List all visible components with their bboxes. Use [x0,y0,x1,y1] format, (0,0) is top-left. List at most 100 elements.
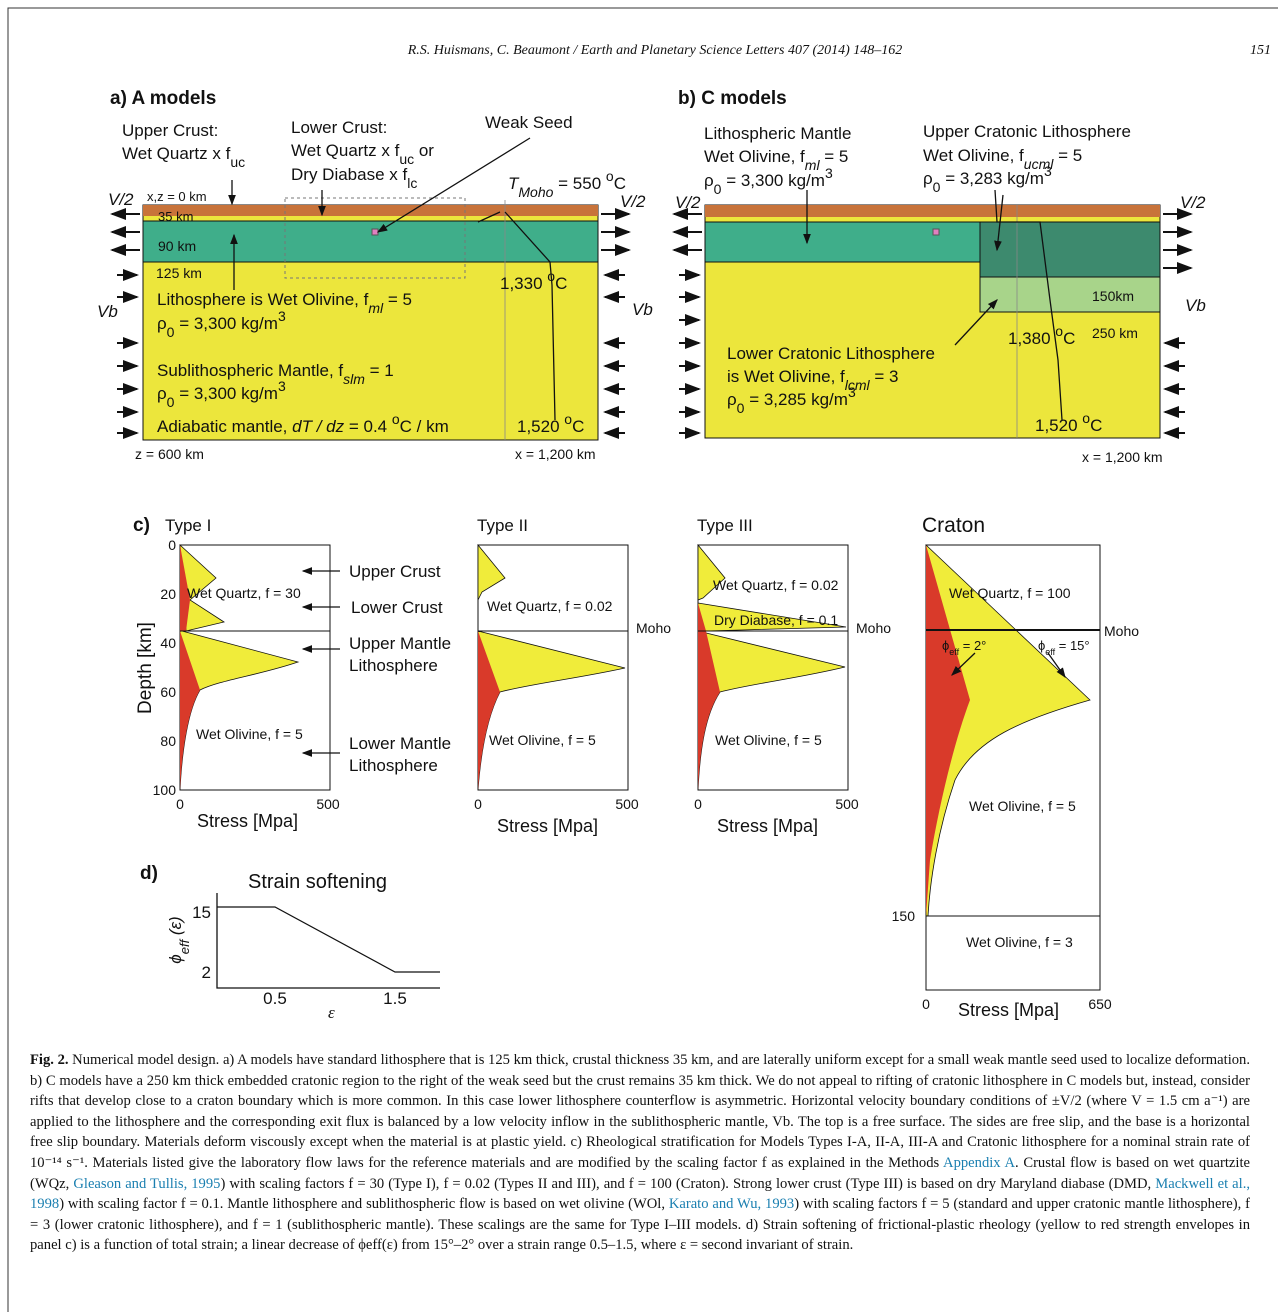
text-part: o [1055,323,1063,339]
label: 250 km [1092,325,1138,341]
text-part: = 550 [553,174,605,193]
label: TMoho = 550 oC [508,168,626,200]
text-part: = 3,283 kg/m [940,169,1043,188]
reference-link[interactable]: Karato and Wu, 1993 [669,1196,794,1212]
label: Wet Quartz x fuc [122,144,245,170]
text-part: 1,520 [517,417,564,436]
label: Lower Crust: [291,118,387,137]
text-part: ϕ [942,638,949,653]
label: Upper Cratonic Lithosphere [923,122,1131,141]
label: Wet Quartz, f = 0.02 [487,598,613,614]
caption-text: Numerical model design. a) A models have… [30,1052,1250,1171]
x-tick-label: 1.5 [383,989,407,1008]
x-axis-label: Stress [Mpa] [497,816,598,836]
label: Vb [1185,296,1206,315]
text-part: C / km [400,417,449,436]
caption: Fig. 2. Numerical model design. a) A mod… [30,1050,1250,1256]
x-tick-label: 650 [1088,996,1112,1012]
panel-label: d) [140,863,158,884]
text-part: ρ [923,169,933,188]
x-axis-label: Stress [Mpa] [197,811,298,831]
text-part: 1,520 [1035,416,1082,435]
text-part: = 3,300 kg/m [174,314,277,333]
lithosphere [705,222,980,262]
lithosphere [143,221,598,262]
label: Upper Mantle [349,634,451,653]
text-part: = 2° [959,638,986,653]
plot-title: Type I [165,516,211,535]
label: Wet Quartz, f = 30 [187,585,301,601]
text-part: C [555,274,567,293]
label: Wet Olivine, f = 5 [196,726,303,742]
text-part: ρ [157,314,167,333]
text-part: ρ [727,390,737,409]
page: R.S. Huismans, C. Beaumont / Earth and P… [0,0,1278,1312]
weak-seed [933,229,939,235]
label: Wet Olivine, f = 5 [969,798,1076,814]
text-part: 3 [1044,163,1052,179]
text-part: o [1082,410,1090,426]
label: Wet Quartz, f = 0.02 [713,577,839,593]
text-part: Moho [518,184,553,200]
label: 90 km [158,238,196,254]
plot-title: Craton [922,514,985,537]
y-tick-label: 80 [160,733,176,749]
reference-link[interactable]: Appendix A [943,1155,1015,1171]
panel-a: a) A models Upper Crust: Wet Quartz x fu… [97,88,653,462]
label: Moho [1104,623,1139,639]
text-part: = 1 [365,361,394,380]
text-part: = 3,300 kg/m [174,384,277,403]
panel-title: a) A models [110,88,216,109]
x-axis-label: Stress [Mpa] [958,1000,1059,1020]
label: V/2 [108,190,134,209]
text-part: C [1090,416,1102,435]
label: 35 km [158,209,193,224]
label: z = 600 km [135,446,204,462]
caption-label: Fig. 2. [30,1052,69,1068]
text-part: eff [1045,647,1055,657]
y-tick-label: 15 [192,903,211,922]
text-part: Sublithospheric Mantle, f [157,361,343,380]
label: Moho [636,620,671,636]
x-axis-label: ε [328,1003,335,1022]
label: Upper Crust [349,562,441,581]
text-part: 0 [167,394,175,410]
label: Upper Crust: [122,121,218,140]
text-part: Adiabatic mantle, [157,417,292,436]
text-part: ρ [157,384,167,403]
text-part: uc [230,154,245,170]
text-part: 3 [278,378,286,394]
panel-b: b) C models Lithospheric Mantle Wet Oliv… [674,88,1206,465]
y-tick-label: 150 [892,908,916,924]
page-number: 151 [1250,43,1271,58]
label: Vb [97,302,118,321]
text-part: C [614,174,626,193]
label: Dry Diabase, f = 0.1 [714,612,838,628]
running-head: R.S. Huismans, C. Beaumont / Earth and P… [407,43,903,58]
text-part: Wet Quartz x f [291,141,400,160]
label: x,z = 0 km [147,189,207,204]
text-part: Wet Olivine, f [923,146,1024,165]
label: V/2 [1180,193,1206,212]
softening-curve [217,907,440,972]
label: Wet Quartz, f = 100 [949,585,1071,601]
text-part: 3 [848,384,856,400]
plot-title: Type III [697,516,753,535]
x-tick-label: 500 [615,796,639,812]
label: 125 km [156,265,202,281]
text-part: Wet Quartz x f [122,144,231,163]
text-part: eff [177,938,192,954]
panel-c: c) Depth [km] Type I 0 20 40 60 80 100 0… [133,514,1139,1020]
text-part: 3 [825,165,833,181]
text-part: is Wet Olivine, f [727,367,845,386]
text-part: = 15° [1055,638,1089,653]
reference-link[interactable]: Gleason and Tullis, 1995 [73,1176,220,1192]
plot-title: Strain softening [248,871,387,893]
crust [143,205,598,216]
text-part: C [1063,329,1075,348]
text-part: ml [368,300,384,316]
label: Wet Olivine, f = 3 [966,934,1073,950]
x-tick-label: 0.5 [263,989,287,1008]
text-part: o [547,268,555,284]
x-tick-label: 0 [176,796,184,812]
